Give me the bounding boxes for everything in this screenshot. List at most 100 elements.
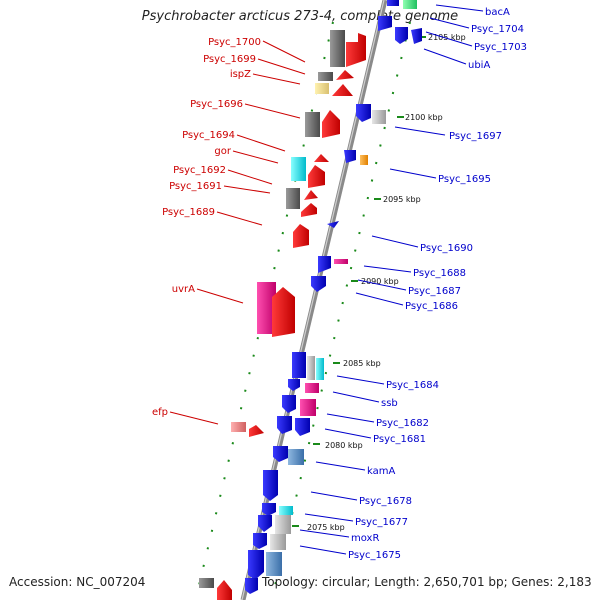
gene-feature[interactable] <box>322 110 340 138</box>
gene-label-psyc-1686[interactable]: Psyc_1686 <box>405 301 458 312</box>
gene-feature[interactable] <box>315 83 329 94</box>
gene-label-psyc-1681[interactable]: Psyc_1681 <box>373 434 426 445</box>
connector-line <box>310 491 358 501</box>
connector-line <box>435 4 484 12</box>
gene-feature[interactable] <box>292 352 306 378</box>
gene-label-uvra[interactable]: uvrA <box>172 284 195 295</box>
reverse-genes <box>245 0 422 594</box>
gene-feature[interactable] <box>245 578 258 594</box>
gene-label-psyc-1690[interactable]: Psyc_1690 <box>420 243 473 254</box>
gene-feature[interactable] <box>293 224 309 248</box>
gene-label-efp[interactable]: efp <box>152 407 168 418</box>
gene-feature[interactable] <box>273 446 288 462</box>
gene-feature[interactable] <box>301 203 317 217</box>
gene-feature[interactable] <box>288 449 304 465</box>
gene-feature[interactable] <box>279 506 293 515</box>
gene-label-psyc-1704[interactable]: Psyc_1704 <box>471 24 524 35</box>
gene-feature[interactable] <box>311 276 326 292</box>
gene-feature[interactable] <box>266 552 282 576</box>
gene-label-psyc-1691[interactable]: Psyc_1691 <box>169 181 222 192</box>
gene-feature[interactable] <box>330 30 345 67</box>
gene-label-psyc-1692[interactable]: Psyc_1692 <box>173 165 226 176</box>
connector-line <box>169 411 219 425</box>
gene-feature[interactable] <box>231 422 246 432</box>
gene-feature[interactable] <box>263 470 278 501</box>
gene-feature[interactable] <box>257 282 276 334</box>
gene-feature[interactable] <box>199 578 214 588</box>
gene-label-psyc-1695[interactable]: Psyc_1695 <box>438 174 491 185</box>
connector-line <box>332 391 380 403</box>
ruler-label: 2100 kbp <box>405 113 443 122</box>
forward-connectors <box>169 40 306 425</box>
gene-feature[interactable] <box>282 395 296 413</box>
connector-line <box>336 375 385 385</box>
gene-feature[interactable] <box>316 358 324 380</box>
gene-feature[interactable] <box>272 287 295 337</box>
gene-feature[interactable] <box>307 356 315 380</box>
gene-label-psyc-1697[interactable]: Psyc_1697 <box>449 131 502 142</box>
gene-feature[interactable] <box>356 104 371 122</box>
gene-feature[interactable] <box>270 534 286 550</box>
gene-label-psyc-1687[interactable]: Psyc_1687 <box>408 286 461 297</box>
gene-label-psyc-1689[interactable]: Psyc_1689 <box>162 207 215 218</box>
gene-feature[interactable] <box>327 221 339 228</box>
gene-feature[interactable] <box>249 425 264 437</box>
gene-label-psyc-1694[interactable]: Psyc_1694 <box>182 130 235 141</box>
gene-feature[interactable] <box>295 418 310 436</box>
gene-feature[interactable] <box>305 383 319 393</box>
gene-feature[interactable] <box>305 112 320 137</box>
gene-label-psyc-1700[interactable]: Psyc_1700 <box>208 37 261 48</box>
gene-feature[interactable] <box>253 533 267 549</box>
gene-feature[interactable] <box>217 580 232 600</box>
gene-label-psyc-1678[interactable]: Psyc_1678 <box>359 496 412 507</box>
gene-label-ispz[interactable]: ispZ <box>230 69 251 80</box>
gene-label-psyc-1682[interactable]: Psyc_1682 <box>376 418 429 429</box>
gene-feature[interactable] <box>336 70 354 80</box>
gene-feature[interactable] <box>248 550 264 580</box>
gene-feature[interactable] <box>318 72 333 81</box>
gene-feature[interactable] <box>291 157 306 181</box>
gene-label-ssb[interactable]: ssb <box>381 398 398 409</box>
gene-feature[interactable] <box>318 256 331 273</box>
gene-feature[interactable] <box>395 27 408 44</box>
gene-feature[interactable] <box>300 399 316 416</box>
gene-feature[interactable] <box>387 0 399 6</box>
gene-label-psyc-1699[interactable]: Psyc_1699 <box>203 54 256 65</box>
connector-line <box>216 211 263 226</box>
gene-label-psyc-1675[interactable]: Psyc_1675 <box>348 550 401 561</box>
gene-feature[interactable] <box>286 188 300 209</box>
gene-feature[interactable] <box>258 515 272 532</box>
gene-feature[interactable] <box>304 190 318 200</box>
gene-feature[interactable] <box>372 110 386 124</box>
gene-label-psyc-1696[interactable]: Psyc_1696 <box>190 99 243 110</box>
gene-label-kama[interactable]: kamA <box>367 466 395 477</box>
gene-feature[interactable] <box>344 150 356 163</box>
gene-label-psyc-1688[interactable]: Psyc_1688 <box>413 268 466 279</box>
gene-feature[interactable] <box>334 259 348 264</box>
gene-feature[interactable] <box>288 379 300 391</box>
gene-label-gor[interactable]: gor <box>214 146 231 157</box>
gene-feature[interactable] <box>277 416 292 434</box>
connector-line <box>423 48 467 65</box>
gene-feature[interactable] <box>360 155 368 165</box>
gene-feature[interactable] <box>332 84 353 96</box>
gene-feature[interactable] <box>314 154 329 162</box>
gene-feature[interactable] <box>346 33 366 67</box>
gene-feature[interactable] <box>262 503 276 516</box>
gene-label-psyc-1684[interactable]: Psyc_1684 <box>386 380 439 391</box>
gene-feature[interactable] <box>403 0 417 9</box>
gene-feature[interactable] <box>275 515 291 534</box>
connector-line <box>355 292 404 306</box>
gene-label-psyc-1703[interactable]: Psyc_1703 <box>474 42 527 53</box>
gene-label-psyc-1677[interactable]: Psyc_1677 <box>355 517 408 528</box>
gene-feature[interactable] <box>378 16 392 31</box>
genome-backbone-highlight <box>241 0 385 600</box>
gene-feature[interactable] <box>308 165 325 188</box>
gene-label-ubia[interactable]: ubiA <box>468 60 490 71</box>
gene-label-moxr[interactable]: moxR <box>351 533 379 544</box>
gene-feature[interactable] <box>411 28 422 44</box>
reverse-connectors <box>299 4 484 555</box>
connector-line <box>389 168 437 179</box>
gene-label-baca[interactable]: bacA <box>485 7 510 18</box>
